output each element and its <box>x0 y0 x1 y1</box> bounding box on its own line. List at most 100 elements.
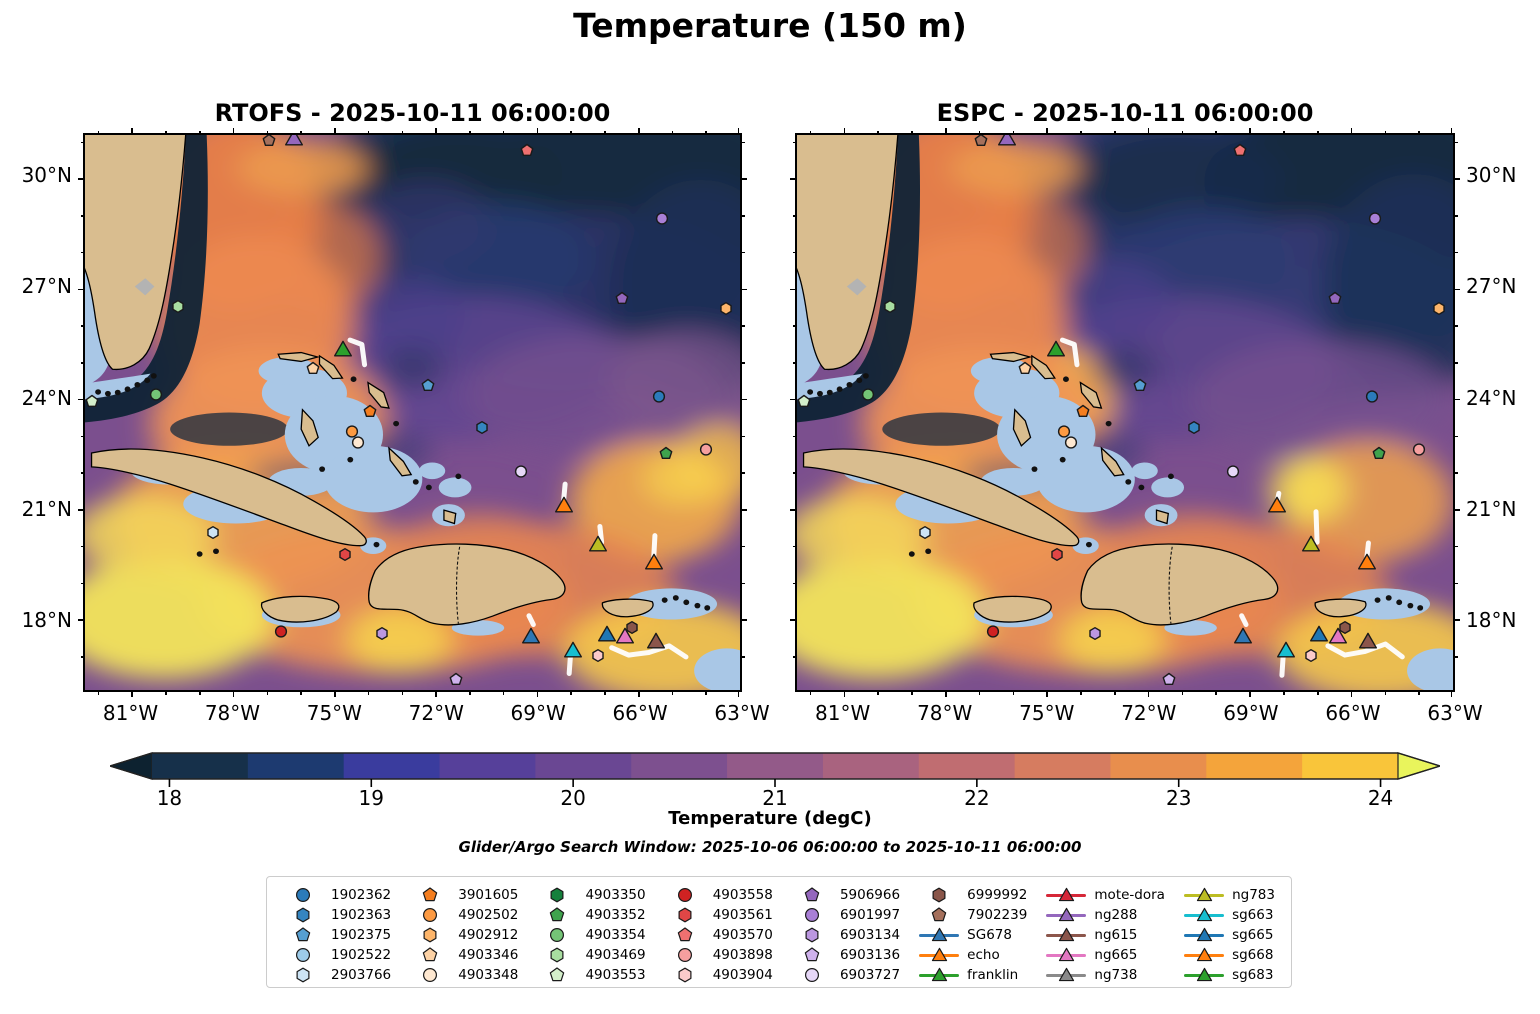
legend-entry-4903346: 4903346 <box>410 945 518 965</box>
legend-entry-1902375: 1902375 <box>283 925 391 945</box>
platform-marker-4903348 <box>351 434 365 453</box>
map-espc <box>790 128 1460 697</box>
x-tick <box>1046 128 1049 135</box>
legend-label: 4903904 <box>712 967 773 983</box>
platform-marker-6903727 <box>514 464 528 483</box>
legend-label: 6901997 <box>839 907 901 923</box>
x-tick <box>1249 128 1251 135</box>
x-tick-label: 63°W <box>1427 701 1483 725</box>
x-tick-label: 81°W <box>815 701 871 725</box>
legend-label: sg665 <box>1232 927 1274 943</box>
circle-marker-icon <box>792 906 832 924</box>
legend-entry-4902912: 4902912 <box>410 925 518 945</box>
y-tick <box>790 619 797 621</box>
platform-marker-ng783 <box>588 535 608 559</box>
legend-label: 6903727 <box>839 967 901 983</box>
y-tick <box>80 215 85 217</box>
x-tick <box>637 690 640 697</box>
y-tick <box>740 362 745 364</box>
x-tick <box>637 128 640 135</box>
hexagon-marker-icon <box>283 906 323 924</box>
platform-marker-6901997 <box>1368 210 1382 229</box>
x-tick <box>401 130 404 135</box>
pentagon-marker-icon <box>283 926 323 944</box>
x-tick <box>300 130 302 135</box>
y-tick <box>1453 288 1460 291</box>
legend-label: 3901605 <box>458 887 519 903</box>
y-tick <box>740 435 745 438</box>
y-tick-label: 27°N <box>1466 274 1517 299</box>
x-tick <box>1080 130 1082 135</box>
platform-marker-franklin <box>1046 340 1066 364</box>
x-tick <box>604 690 606 695</box>
platform-marker-6903136 <box>1162 671 1176 690</box>
x-tick <box>671 130 674 135</box>
pentagon-marker-icon <box>410 886 450 904</box>
y-tick <box>740 472 745 474</box>
pentagon-marker-icon <box>410 946 450 964</box>
x-tick <box>1080 690 1082 695</box>
triangle-marker-icon <box>1184 886 1225 904</box>
colorbar-tick-label: 20 <box>560 786 586 810</box>
y-tick <box>1453 509 1460 511</box>
colorbar-tick-label: 21 <box>762 786 788 810</box>
glider-track-ng783 <box>1316 512 1317 543</box>
pentagon-marker-icon <box>792 886 832 904</box>
colorbar <box>107 752 1443 792</box>
x-tick <box>536 128 539 135</box>
platform-marker-7902239 <box>974 135 988 152</box>
legend-entry-7902239: 7902239 <box>919 905 1027 925</box>
glider-track-franklin <box>1062 340 1077 365</box>
triangle-marker-icon <box>1046 946 1087 964</box>
y-tick-label: 24°N <box>1466 385 1517 410</box>
legend-label: sg663 <box>1232 907 1274 923</box>
y-tick <box>792 582 797 585</box>
x-tick <box>978 130 981 135</box>
platform-marker-3901605 <box>363 403 377 422</box>
x-tick-label: 72°W <box>1121 701 1177 725</box>
platform-marker-2903766 <box>918 524 932 543</box>
y-tick <box>1453 251 1458 254</box>
triangle-marker-icon <box>1046 926 1087 944</box>
y-tick-label: 24°N <box>21 385 72 410</box>
platform-marker-4903469 <box>171 298 185 317</box>
y-tick <box>740 251 745 254</box>
legend-label: 1902362 <box>331 887 392 903</box>
platform-marker-1902363 <box>475 420 489 439</box>
platform-marker-4903898 <box>699 442 713 461</box>
legend-label: 4903354 <box>585 927 646 943</box>
platform-marker-4903570 <box>520 142 534 161</box>
y-tick <box>792 215 797 217</box>
platform-marker-6903136 <box>449 671 463 690</box>
legend-entry-franklin: franklin <box>919 965 1027 985</box>
platform-marker-6903134 <box>1088 625 1102 644</box>
legend-label: mote-dora <box>1094 887 1165 903</box>
legend-label: sg683 <box>1232 967 1274 983</box>
legend-entry-4903904: 4903904 <box>665 965 773 985</box>
y-tick <box>792 545 797 548</box>
hexagon-marker-icon <box>792 926 832 944</box>
legend-entry-sg665: sg665 <box>1184 925 1275 945</box>
hexagon-marker-icon <box>665 966 705 984</box>
hexagon-marker-icon <box>665 906 705 924</box>
y-tick <box>80 656 85 658</box>
y-tick <box>790 509 797 511</box>
x-tick <box>198 130 201 135</box>
platform-marker-6901997 <box>655 210 669 229</box>
legend-label: sg668 <box>1232 947 1274 963</box>
map-rtofs <box>78 128 747 697</box>
x-tick <box>435 690 437 697</box>
x-tick <box>401 690 404 695</box>
platform-marker-sg663 <box>1276 641 1296 665</box>
legend-entry-sg683: sg683 <box>1184 965 1275 985</box>
platform-marker-ng665 <box>615 627 635 651</box>
triangle-marker-icon <box>1046 886 1087 904</box>
x-tick <box>1046 690 1049 697</box>
platform-marker-6903727 <box>1226 464 1240 483</box>
platform-marker-4903469 <box>883 298 897 317</box>
x-tick-label: 78°W <box>204 701 261 725</box>
y-tick <box>740 582 745 585</box>
platform-marker-4903904 <box>1304 647 1318 666</box>
x-tick-label: 69°W <box>1223 701 1279 725</box>
y-tick <box>740 141 745 144</box>
